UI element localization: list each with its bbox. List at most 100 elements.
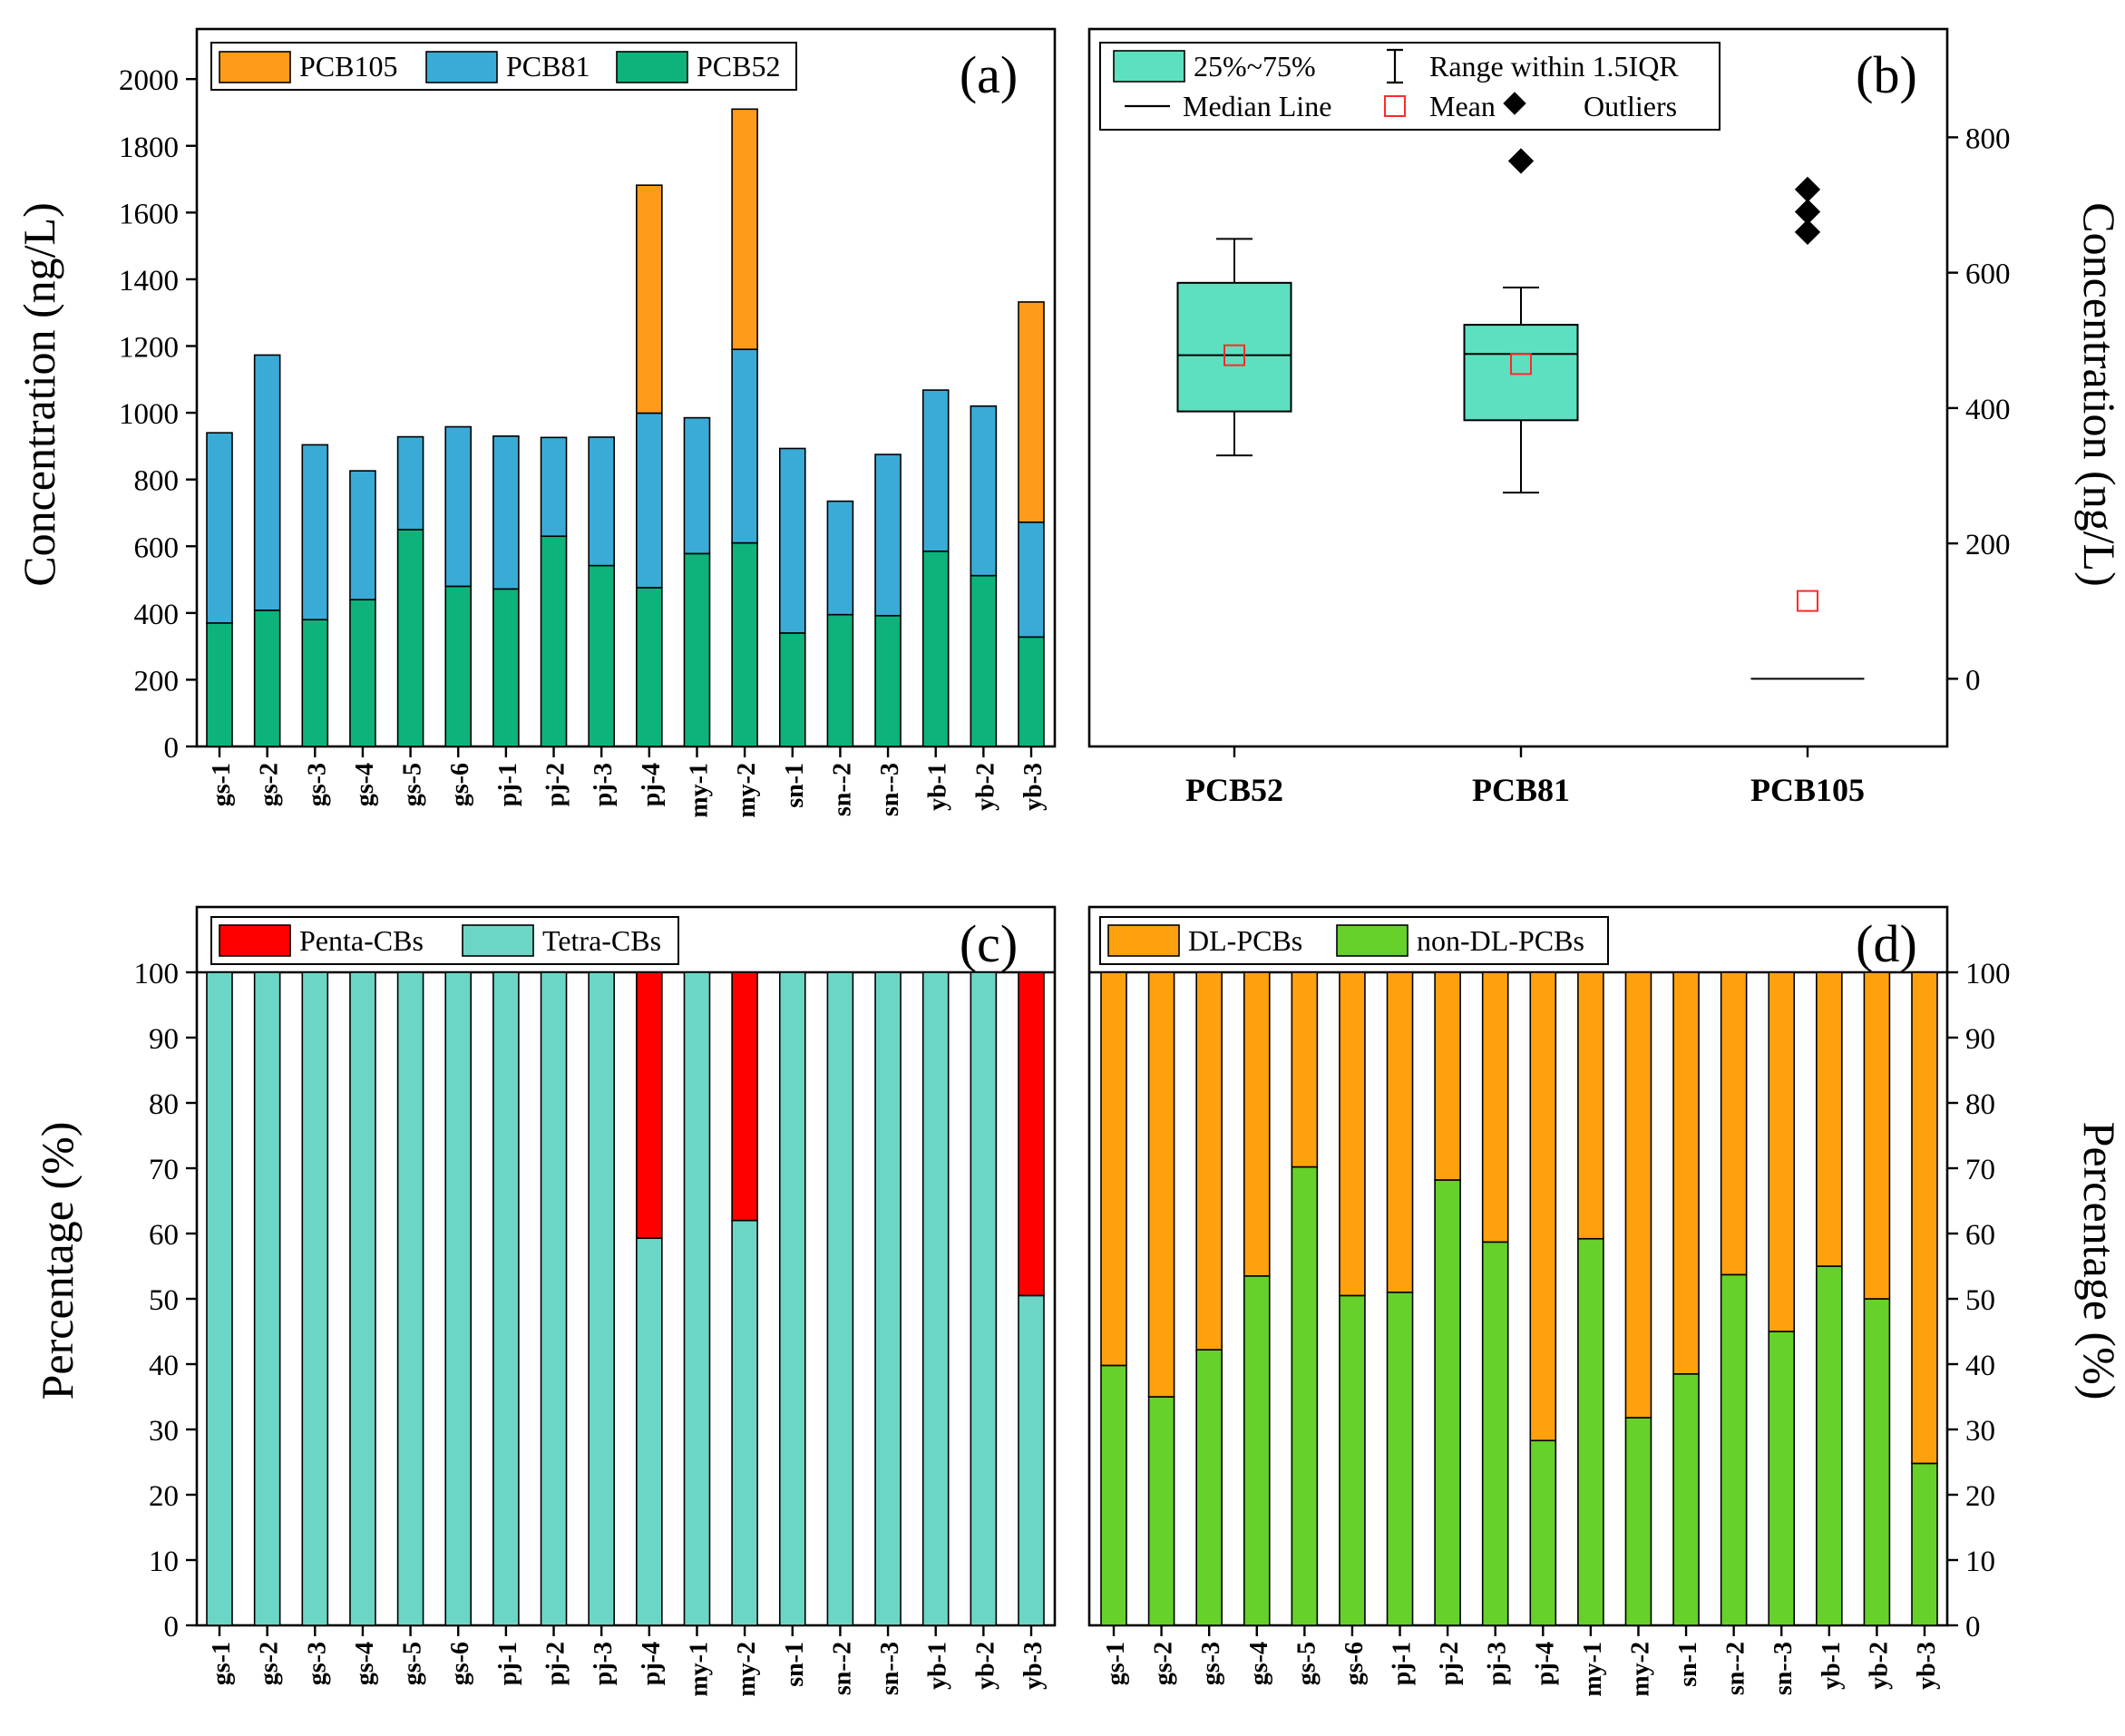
- bar-sn--2-Tetra-CBs: [826, 971, 854, 1626]
- bar-gs-1-PCB52: [206, 622, 233, 747]
- xtick-label: yb-1: [924, 1642, 952, 1690]
- bar-yb-3-PCB52: [1018, 636, 1045, 747]
- ytick-label: 0: [1965, 1611, 1981, 1643]
- xtick-label: yb-1: [1818, 1642, 1846, 1690]
- mean-marker-PCB52: [1223, 344, 1245, 366]
- ytick-label: 1600: [119, 198, 179, 230]
- bar-gs-5-Tetra-CBs: [396, 971, 424, 1626]
- ytick-label: 70: [1965, 1154, 1995, 1186]
- bar-pj-3-PCB81: [588, 436, 615, 567]
- xtick-label: my-1: [685, 1642, 713, 1697]
- ytick-label: 400: [134, 599, 180, 631]
- bar-pj-4-PCB81: [636, 412, 663, 589]
- bar-gs-2-non-DL-PCBs: [1147, 1396, 1175, 1626]
- bar-pj-1-Tetra-CBs: [492, 971, 520, 1626]
- legend-label-range: Range within 1.5IQR: [1429, 50, 1679, 83]
- bar-pj-3-PCB52: [588, 564, 615, 747]
- category-label-PCB81: PCB81: [1472, 772, 1570, 808]
- xtick-label: pj-1: [1389, 1642, 1417, 1685]
- bar-sn--2-PCB52: [826, 613, 854, 747]
- bar-pj-4-Tetra-CBs: [636, 1237, 663, 1626]
- xtick-label: gs-2: [1150, 1642, 1178, 1685]
- bar-pj-4-DL-PCBs: [1529, 971, 1557, 1442]
- ytick-label: 30: [1965, 1415, 1995, 1448]
- bar-gs-2-PCB81: [253, 354, 281, 611]
- bar-pj-1-non-DL-PCBs: [1386, 1292, 1414, 1626]
- bar-my-2-PCB52: [731, 541, 758, 747]
- legend-label-median: Median Line: [1183, 90, 1331, 122]
- xtick-label: pj-2: [542, 763, 570, 806]
- bar-gs-4-DL-PCBs: [1243, 971, 1271, 1277]
- bar-yb-2-PCB81: [970, 405, 998, 577]
- xtick-label: gs-3: [1197, 1642, 1225, 1685]
- ytick-label: 100: [134, 958, 180, 990]
- panel-d-label: (d): [1856, 914, 1917, 973]
- bar-sn-1-Tetra-CBs: [778, 971, 806, 1626]
- bar-sn-1-DL-PCBs: [1672, 971, 1700, 1375]
- xtick-label: gs-4: [1245, 1642, 1273, 1685]
- bar-my-1-DL-PCBs: [1577, 971, 1604, 1240]
- bar-gs-2-Tetra-CBs: [253, 971, 281, 1626]
- bar-yb-1-Tetra-CBs: [921, 971, 950, 1626]
- mean-marker-PCB81: [1510, 353, 1532, 375]
- ytick-label: 600: [134, 532, 180, 564]
- ytick-label: 1800: [119, 132, 179, 164]
- bar-yb-1-non-DL-PCBs: [1816, 1265, 1843, 1626]
- legend-mean-icon: [1384, 95, 1406, 117]
- bar-yb-3-Tetra-CBs: [1018, 1294, 1045, 1626]
- bar-pj-1-DL-PCBs: [1386, 971, 1414, 1293]
- bar-pj-4-PCB105: [636, 184, 663, 414]
- legend-b: 25%~75% Range within 1.5IQR Median Line …: [1099, 42, 1720, 131]
- xtick-label: sn--3: [876, 763, 904, 816]
- legend-swatch-pcb105: [219, 51, 291, 83]
- xtick-label: sn-1: [781, 1642, 809, 1687]
- outlier-PCB105: [1794, 176, 1821, 202]
- ytick-label: 20: [1965, 1480, 1995, 1513]
- legend-a: PCB105 PCB81 PCB52: [210, 42, 797, 91]
- bar-gs-3-non-DL-PCBs: [1195, 1349, 1223, 1626]
- bar-yb-2-DL-PCBs: [1863, 971, 1891, 1300]
- bar-gs-5-PCB81: [396, 435, 424, 531]
- panel-c-label: (c): [960, 914, 1018, 973]
- legend-label-penta: Penta-CBs: [299, 924, 424, 957]
- bar-yb-3-PCB81: [1018, 521, 1045, 639]
- ytick-label: 200: [1965, 529, 2011, 561]
- bar-gs-3-DL-PCBs: [1195, 971, 1223, 1351]
- box-PCB81: [1463, 324, 1579, 422]
- bar-gs-5-PCB52: [396, 529, 424, 747]
- xtick-label: gs-1: [1102, 1642, 1130, 1685]
- xtick-label: sn--2: [828, 1642, 856, 1695]
- bar-pj-2-non-DL-PCBs: [1434, 1179, 1461, 1626]
- bar-gs-1-PCB81: [206, 432, 233, 624]
- bar-gs-3-PCB52: [301, 619, 329, 747]
- ytick-label: 800: [1965, 122, 2011, 155]
- bar-yb-1-PCB52: [921, 550, 950, 747]
- category-label-PCB105: PCB105: [1750, 772, 1865, 808]
- xtick-label: my-1: [1579, 1642, 1607, 1697]
- ytick-label: 80: [1965, 1088, 1995, 1121]
- bar-gs-6-Tetra-CBs: [444, 971, 473, 1626]
- bar-gs-3-PCB81: [301, 444, 329, 620]
- bar-my-2-PCB81: [731, 348, 758, 544]
- ytick-label: 1200: [119, 332, 179, 365]
- bar-my-2-DL-PCBs: [1624, 971, 1652, 1419]
- xtick-label: pj-1: [494, 763, 522, 806]
- bar-pj-1-PCB52: [492, 588, 520, 747]
- bar-pj-4-non-DL-PCBs: [1529, 1439, 1557, 1626]
- panel-b-label: (b): [1856, 45, 1917, 104]
- xtick-label: gs-4: [351, 763, 379, 806]
- bar-sn--2-DL-PCBs: [1720, 971, 1748, 1276]
- xtick-label: yb-3: [1913, 1642, 1941, 1690]
- xtick-label: gs-6: [446, 1642, 474, 1685]
- xtick-label: sn--3: [876, 1642, 904, 1695]
- xtick-label: pj-2: [542, 1642, 570, 1685]
- outlier-PCB81: [1507, 148, 1535, 174]
- mean-marker-PCB105: [1797, 590, 1818, 612]
- legend-swatch-box: [1113, 50, 1185, 83]
- legend-label-iqr: 25%~75%: [1194, 50, 1316, 83]
- xtick-label: gs-5: [1292, 1642, 1321, 1685]
- ytick-label: 0: [164, 732, 180, 765]
- bar-pj-3-non-DL-PCBs: [1481, 1241, 1509, 1626]
- bar-gs-4-non-DL-PCBs: [1243, 1275, 1271, 1626]
- ytick-label: 10: [1965, 1546, 1995, 1578]
